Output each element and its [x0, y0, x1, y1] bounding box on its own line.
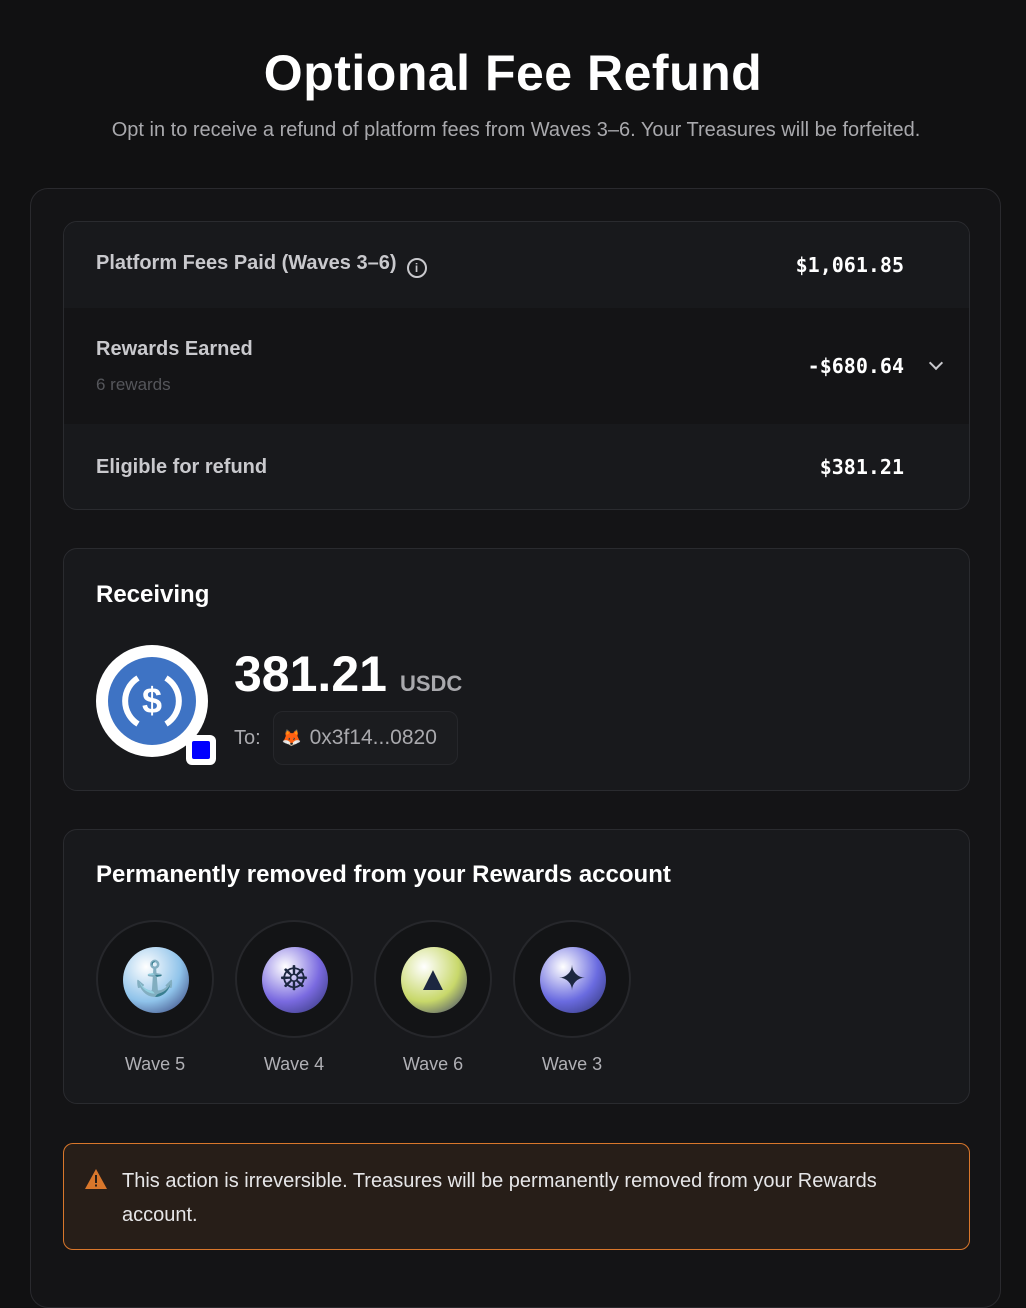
refund-panel: Platform Fees Paid (Waves 3–6) i $1,061.8…	[30, 188, 1001, 1308]
eligible-row: Eligible for refund $381.21	[64, 424, 969, 509]
lighthouse-symbol: ▲	[416, 960, 450, 998]
usdc-token-icon: $	[96, 645, 208, 757]
rewards-row[interactable]: Rewards Earned 6 rewards -$680.64	[64, 308, 969, 424]
warning-banner: This action is irreversible. Treasures w…	[63, 1143, 970, 1250]
eligible-label: Eligible for refund	[96, 455, 268, 478]
receiving-amount: 381.21	[234, 646, 387, 702]
treasure-badge: ☸	[235, 920, 353, 1038]
svg-text:$: $	[142, 680, 162, 721]
eligible-value: $381.21	[819, 455, 904, 479]
removed-card: Permanently removed from your Rewards ac…	[63, 829, 970, 1104]
receiving-card: Receiving $ 381.21 USDC To: 🦊 0x3f14...0…	[63, 548, 970, 791]
page-title: Optional Fee Refund	[263, 45, 763, 101]
fees-value: $1,061.85	[795, 253, 904, 277]
treasure-badge: ▲	[374, 920, 492, 1038]
wallet-address: 0x3f14...0820	[309, 726, 437, 749]
treasure-label: Wave 5	[124, 1054, 186, 1074]
rewards-count: 6 rewards	[96, 374, 171, 394]
ship-wheel-symbol: ☸	[278, 960, 310, 998]
warning-text: This action is irreversible. Treasures w…	[122, 1170, 877, 1226]
anchor-symbol: ⚓	[133, 960, 177, 998]
treasure-label: Wave 6	[402, 1054, 464, 1074]
rewards-label: Rewards Earned	[96, 337, 253, 360]
wallet-address-chip[interactable]: 🦊 0x3f14...0820	[272, 711, 458, 765]
metamask-fox-icon: 🦊	[281, 730, 302, 747]
compass-symbol: ✦	[557, 960, 587, 998]
receiving-unit: USDC	[399, 671, 463, 696]
chevron-down-icon[interactable]	[928, 355, 944, 371]
treasure-badge: ⚓	[96, 920, 214, 1038]
removed-heading: Permanently removed from your Rewards ac…	[96, 861, 671, 888]
rewards-value: -$680.64	[807, 354, 904, 378]
warning-icon	[85, 1169, 107, 1189]
ship-wheel-icon	[262, 947, 328, 1013]
treasure-label: Wave 3	[541, 1054, 603, 1074]
lighthouse-icon	[401, 947, 467, 1013]
fees-label: Platform Fees Paid (Waves 3–6)	[96, 252, 397, 274]
fees-row: Platform Fees Paid (Waves 3–6) i $1,061.8…	[64, 222, 969, 308]
page-subtitle: Opt in to receive a refund of platform f…	[111, 119, 921, 141]
treasure-badge: ✦	[513, 920, 631, 1038]
receiving-heading: Receiving	[96, 581, 210, 608]
treasure-label: Wave 4	[263, 1054, 325, 1074]
info-icon[interactable]: i	[406, 258, 427, 278]
to-label: To:	[234, 726, 261, 749]
chain-icon	[186, 735, 216, 765]
summary-card: Platform Fees Paid (Waves 3–6) i $1,061.8…	[63, 221, 970, 510]
anchor-icon	[123, 947, 189, 1013]
compass-icon	[540, 947, 606, 1013]
